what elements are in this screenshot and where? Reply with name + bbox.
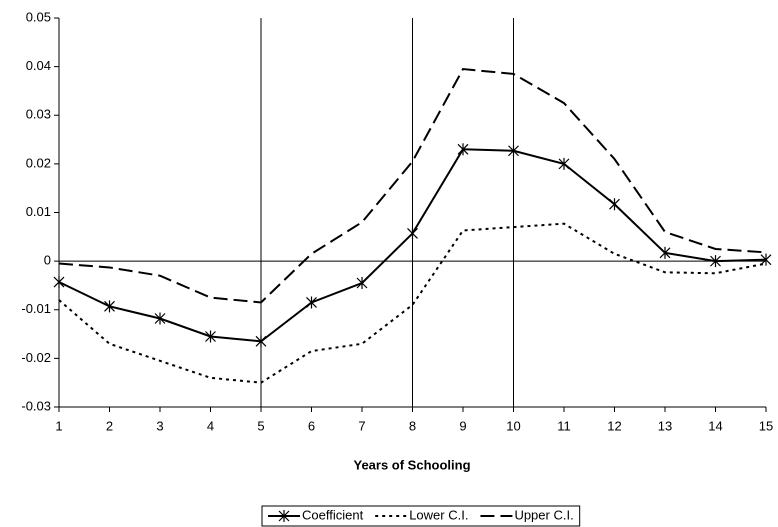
marker	[205, 330, 216, 343]
x-tick-label: 10	[506, 418, 520, 433]
marker	[407, 227, 418, 240]
x-tick-label: 2	[106, 418, 113, 433]
y-tick-label: 0.04	[26, 58, 51, 73]
marker	[53, 276, 65, 289]
marker	[609, 198, 620, 211]
x-tick-label: 11	[557, 418, 571, 433]
y-tick-label: 0.01	[26, 204, 51, 219]
x-tick-label: 6	[308, 418, 315, 433]
legend-box	[261, 505, 581, 527]
x-tick-label: 12	[607, 418, 621, 433]
series-line	[58, 67, 767, 304]
x-tick-label: 1	[55, 418, 62, 433]
y-tick-label: 0.02	[26, 155, 51, 170]
x-tick-label: 13	[658, 418, 672, 433]
x-tick-label: 5	[257, 418, 264, 433]
x-tick-label: 14	[708, 418, 722, 433]
marker	[508, 144, 519, 157]
marker	[278, 510, 290, 522]
legend-label: Upper C.I.	[514, 507, 573, 522]
x-tick-label: 15	[759, 418, 773, 433]
marker	[356, 277, 368, 290]
marker	[104, 300, 115, 313]
marker	[760, 253, 772, 266]
y-tick-label: -0.03	[21, 398, 51, 413]
x-tick-label: 8	[409, 418, 416, 433]
x-tick-label: 4	[207, 418, 214, 433]
legend-label: Lower C.I.	[409, 507, 468, 522]
y-tick-label: 0.03	[26, 107, 51, 122]
marker	[710, 255, 721, 268]
marker	[255, 335, 267, 348]
x-tick-label: 3	[156, 418, 163, 433]
x-tick-label: 9	[459, 418, 466, 433]
legend-label: Coefficient	[302, 507, 364, 522]
y-tick-label: -0.01	[21, 301, 51, 316]
x-tick-label: 7	[358, 418, 365, 433]
marker	[306, 296, 317, 309]
y-tick-label: 0.05	[26, 9, 51, 24]
y-tick-label: -0.02	[21, 350, 51, 365]
marker	[154, 312, 166, 325]
x-axis-title: Years of Schooling	[353, 457, 470, 472]
y-tick-label: 0	[44, 253, 51, 268]
marker	[457, 143, 469, 156]
legend: Coefficient Lower C.I. Upper C.I.	[261, 505, 581, 527]
marker	[659, 246, 671, 259]
marker	[558, 157, 570, 170]
